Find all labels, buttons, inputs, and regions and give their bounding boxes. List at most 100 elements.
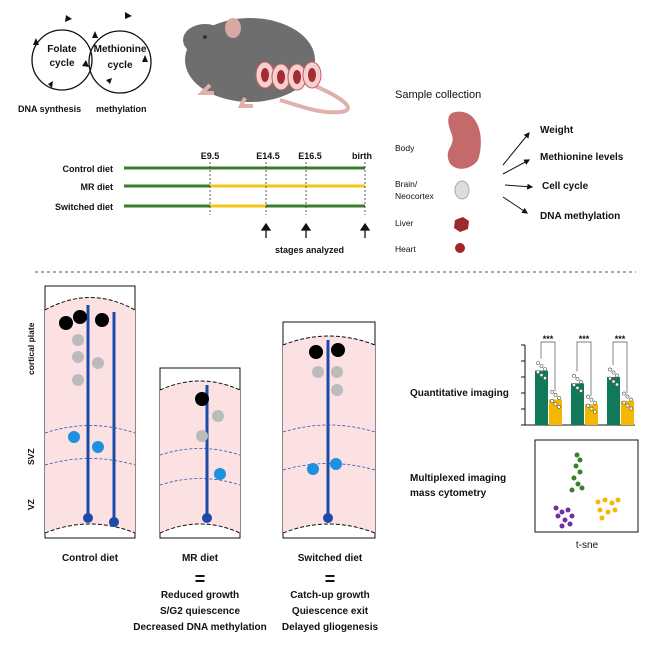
multiplex-label: Multiplexed imaging: [410, 473, 506, 484]
folate-label: Folate: [47, 44, 77, 55]
heart-icon: [455, 243, 465, 253]
data-point: [536, 361, 540, 366]
control-column: Control diet: [44, 285, 136, 564]
quant-imaging-label: Quantitative imaging: [410, 388, 509, 399]
data-point: [553, 392, 558, 397]
mr-note: Decreased DNA methylation: [133, 622, 267, 633]
sample-item: Brain/: [395, 179, 418, 189]
significance-label: ***: [579, 334, 590, 344]
data-point: [611, 370, 616, 375]
folate-label-2: cycle: [49, 58, 74, 69]
significance-label: ***: [615, 334, 626, 344]
stage-label: birth: [352, 151, 372, 161]
sample-collection: Sample collection Body Brain/ Neocortex …: [395, 89, 624, 254]
data-point: [557, 404, 561, 409]
mr-column: MR diet = Reduced growth S/G2 quiescence…: [133, 367, 267, 633]
switched-column: Switched diet = Catch-up growth Quiescen…: [282, 321, 379, 633]
data-point: [550, 389, 554, 394]
stages-analyzed-label: stages analyzed: [275, 245, 344, 255]
sample-item: Neocortex: [395, 191, 434, 201]
data-point: [608, 376, 612, 381]
stage-arrow-icons: [260, 222, 371, 238]
data-point: [543, 367, 547, 372]
methylation-label: methylation: [96, 104, 147, 114]
data-point: [593, 409, 597, 414]
bar: [535, 370, 548, 425]
data-point: [615, 373, 619, 378]
embryo-icon: [447, 111, 481, 169]
layer-label: SVZ: [26, 448, 36, 465]
data-point: [579, 388, 583, 393]
data-point: [586, 394, 590, 399]
dna-synthesis-label: DNA synthesis: [18, 104, 81, 114]
methionine-cycle-icon: [88, 30, 152, 94]
bar: [607, 377, 620, 425]
switched-note: Delayed gliogenesis: [282, 622, 379, 633]
data-point: [608, 367, 612, 372]
significance-bracket: [540, 341, 556, 392]
significance-bracket: [612, 341, 628, 393]
data-point: [572, 373, 576, 378]
outcome-label: Weight: [540, 125, 574, 136]
pregnant-mouse-illustration: [183, 18, 350, 115]
data-point: [550, 398, 554, 403]
data-point: [536, 370, 540, 375]
sample-item: Heart: [395, 244, 416, 254]
data-point: [557, 395, 561, 400]
data-point: [629, 406, 633, 411]
switched-note: Catch-up growth: [290, 590, 369, 601]
stage-label: E16.5: [298, 151, 322, 161]
data-point: [625, 394, 630, 399]
tsne-plot: [534, 439, 639, 533]
data-point: [572, 382, 576, 387]
sample-collection-title: Sample collection: [395, 89, 481, 101]
data-point: [539, 373, 544, 378]
equals-sign: =: [325, 569, 336, 589]
brain-icon: [454, 180, 470, 200]
multiplex-label-2: mass cytometry: [410, 488, 487, 499]
diet-timeline: Control diet MR diet Switched diet E9.5 …: [55, 151, 372, 255]
data-point: [593, 400, 597, 405]
data-point: [611, 379, 616, 384]
column-label: MR diet: [182, 553, 219, 564]
data-point: [586, 403, 590, 408]
layer-label: cortical plate: [26, 322, 36, 375]
data-point: [553, 401, 558, 406]
significance-bracket: [576, 341, 592, 397]
data-point: [622, 391, 626, 396]
outcome-label: DNA methylation: [540, 211, 620, 222]
outcome-label: Cell cycle: [542, 181, 589, 192]
data-point: [589, 397, 594, 402]
switched-note: Quiescence exit: [292, 606, 369, 617]
data-point: [539, 364, 544, 369]
tsne-label: t-sne: [576, 540, 599, 551]
column-label: Switched diet: [298, 553, 363, 564]
folate-cycle-icon: [31, 29, 93, 91]
timeline-diet-label: Switched diet: [55, 202, 113, 212]
column-label: Control diet: [62, 553, 119, 564]
mr-note: Reduced growth: [161, 590, 239, 601]
significance-label: ***: [543, 334, 554, 344]
bar: [571, 383, 584, 425]
liver-icon: [454, 217, 469, 232]
sample-item: Body: [395, 143, 415, 153]
timeline-diet-label: MR diet: [81, 182, 114, 192]
data-point: [615, 382, 619, 387]
data-point: [625, 403, 630, 408]
equals-sign: =: [195, 569, 206, 589]
bar: [585, 404, 598, 425]
outcome-label: Methionine levels: [540, 152, 624, 163]
data-point: [575, 385, 580, 390]
folate-methionine-cycles: Folate cycle Methionine cycle DNA synthe…: [18, 12, 152, 114]
sample-item: Liver: [395, 218, 414, 228]
bar-chart: *** *** ***: [521, 334, 635, 426]
cortex-schematics: cortical plate SVZ VZ Control diet MR di…: [26, 285, 379, 633]
timeline-diet-label: Control diet: [63, 164, 114, 174]
data-point: [579, 379, 583, 384]
methionine-label: Methionine: [94, 44, 147, 55]
data-point: [622, 400, 626, 405]
stage-label: E14.5: [256, 151, 280, 161]
data-point: [589, 406, 594, 411]
layer-label: VZ: [26, 499, 36, 510]
